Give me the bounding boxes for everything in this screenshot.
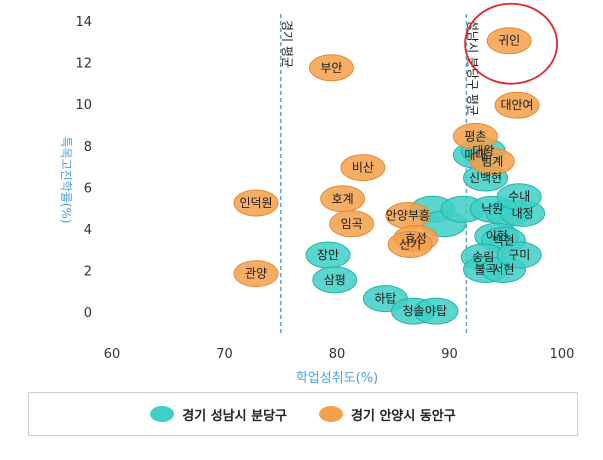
point-label: 야탑 [425,304,447,318]
point-label: 안양부흥 [386,208,430,222]
point-label: 호계 [332,192,354,206]
point-label: 구미 [508,248,530,262]
reference-line-label: 경기 평균 [280,20,294,68]
point-label: 삼평 [324,273,346,287]
data-points [233,27,546,325]
point-label: 효성 [405,231,427,245]
point-label: 서현 [492,263,514,277]
y-tick-label: 0 [84,306,92,321]
x-axis-ticks: 60 70 80 90 100 [104,347,575,362]
point-label: 범계 [481,154,503,168]
scatter-point [387,231,433,259]
annotations [464,2,559,85]
x-tick-label: 100 [550,347,575,362]
y-tick-label: 12 [75,57,92,72]
legend-swatch-dongan [319,406,343,422]
point-label: 관양 [245,267,267,281]
y-tick-label: 6 [84,181,92,196]
scatter-point [340,154,386,182]
point-label: 신백현 [469,171,502,185]
y-axis-ticks: 0 2 4 6 8 10 12 14 [75,15,92,321]
scatter-point [486,27,532,55]
y-tick-label: 4 [84,223,92,238]
legend-item-dongan: 경기 안양시 동안구 [319,405,456,424]
point-label: 이현 [486,229,508,243]
y-tick-label: 8 [84,140,92,155]
scatter-point [413,297,459,325]
y-tick-label: 10 [75,98,92,113]
legend: 경기 성남시 분당구 경기 안양시 동안구 [28,392,578,436]
legend-swatch-bundang [150,406,175,422]
point-label: 임곡 [341,217,363,231]
scatter-point [496,241,542,269]
point-label: 장안 [317,248,339,262]
scatter-point [452,122,498,150]
point-label: 비산 [352,161,374,175]
scatter-point [233,189,279,217]
y-axis-label: 특목고진학률(%) [59,136,73,223]
scatter-point [469,147,515,175]
x-tick-label: 60 [104,347,121,362]
point-label: 매대 [464,148,486,162]
point-label: 수내 [508,190,530,204]
y-tick-label: 14 [75,15,92,30]
point-label: 하탑 [374,292,396,306]
point-label: 대안여 [500,98,533,112]
point-label: 불곡 [474,263,496,277]
point-label: 내정 [512,206,534,220]
legend-label-bundang: 경기 성남시 분당구 [182,408,287,424]
point-label: 백현 [492,233,514,247]
x-tick-label: 70 [216,347,233,362]
point-label: 대왕 [472,144,494,158]
point-label: 송림 [472,250,494,264]
scatter-point [308,54,354,82]
point-label: 낙원 [481,202,503,216]
point-label: 부안 [320,61,342,75]
scatter-point [494,91,540,119]
reference-line-label: 성남시 분당구 평균 [465,20,479,116]
legend-item-bundang: 경기 성남시 분당구 [150,405,287,424]
point-label: 청솔 [402,304,424,318]
highlight-circle [464,2,559,85]
scatter-point [496,183,542,211]
scatter-point [312,266,358,294]
point-label: 인덕원 [239,196,272,210]
point-label: 신기 [399,238,421,252]
y-tick-label: 2 [84,265,92,280]
x-tick-label: 90 [441,347,458,362]
scatter-point [233,260,279,288]
x-axis-label: 학업성취도(%) [296,371,378,386]
point-label: 귀인 [498,34,520,48]
legend-label-dongan: 경기 안양시 동안구 [351,408,456,424]
point-label: 평촌 [464,129,486,143]
x-tick-label: 80 [329,347,346,362]
scatter-point [329,210,375,238]
